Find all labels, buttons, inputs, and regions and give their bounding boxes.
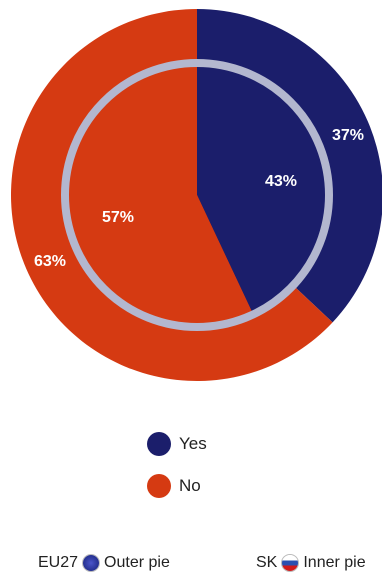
footer-eu27: EU27 Outer pie: [38, 554, 170, 572]
inner-yes-label: 43%: [265, 173, 297, 190]
footer-eu-text: Outer pie: [104, 554, 170, 571]
footer-sk-code: SK: [256, 554, 278, 571]
legend-item-no: No: [147, 472, 207, 500]
inner-pie: [65, 63, 329, 327]
legend-label-no: No: [179, 476, 201, 495]
pie-chart: 37% 63% 43% 57%: [11, 9, 382, 381]
inner-slice-no: [65, 63, 254, 327]
inner-no-label: 57%: [102, 209, 134, 226]
footer-sk-text: Inner pie: [303, 554, 366, 571]
eu-flag-icon: [83, 555, 100, 571]
inner-slice-yes: [197, 63, 329, 315]
legend-item-yes: Yes: [147, 430, 207, 458]
slice-labels: 37% 63% 43% 57%: [34, 127, 364, 270]
legend-swatch-no: [147, 474, 171, 498]
outer-no-label: 63%: [34, 253, 66, 270]
footer-eu-code: EU27: [38, 554, 79, 571]
inner-pie-ring: [61, 59, 333, 331]
legend-label-yes: Yes: [179, 434, 207, 453]
legend-swatch-yes: [147, 432, 171, 456]
outer-yes-label: 37%: [332, 127, 364, 144]
sk-flag-icon: [282, 555, 299, 571]
footer-sk: SK Inner pie: [256, 554, 366, 572]
legend: Yes No: [147, 430, 207, 514]
footer-legend: EU27 Outer pie SK Inner pie: [0, 554, 382, 576]
